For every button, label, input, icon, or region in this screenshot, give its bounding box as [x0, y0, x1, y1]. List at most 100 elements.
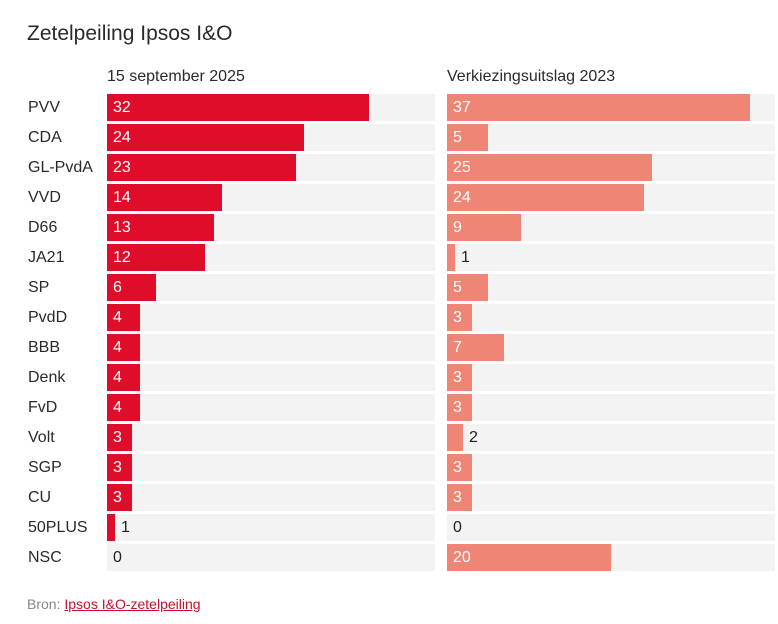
data-label: 0	[113, 549, 122, 566]
source-note: Bron: Ipsos I&O-zetelpeiling	[27, 596, 201, 612]
bar	[447, 124, 488, 151]
bar-track: 3	[447, 364, 775, 391]
category-label: Denk	[28, 369, 66, 386]
data-label: 6	[113, 279, 122, 296]
bar-track: 24	[447, 184, 775, 211]
data-label: 20	[453, 549, 471, 566]
bar-track: 4	[107, 304, 435, 331]
bar	[447, 94, 750, 121]
data-label: 7	[453, 339, 462, 356]
bar-track: 7	[447, 334, 775, 361]
bar-track: 3	[447, 394, 775, 421]
bar-track: 32	[107, 94, 435, 121]
category-label: 50PLUS	[28, 519, 88, 536]
bar	[107, 334, 140, 361]
data-label: 3	[453, 369, 462, 386]
bar-track: 1	[107, 514, 435, 541]
bar-track: 23	[107, 154, 435, 181]
data-label: 4	[113, 339, 122, 356]
bar-track: 3	[447, 454, 775, 481]
bar	[447, 154, 652, 181]
chart-title: Zetelpeiling Ipsos I&O	[27, 22, 233, 45]
data-label: 23	[113, 159, 131, 176]
data-label: 4	[113, 399, 122, 416]
bar	[107, 454, 132, 481]
category-label: CU	[28, 489, 52, 506]
bar	[447, 424, 463, 451]
category-label: SP	[28, 279, 50, 296]
bar-track: 25	[447, 154, 775, 181]
bar-track: 3	[107, 424, 435, 451]
bar-track: 3	[447, 484, 775, 511]
bar-track: 0	[107, 544, 435, 571]
bar	[107, 244, 205, 271]
bar	[447, 274, 488, 301]
data-label: 1	[121, 519, 130, 536]
source-link[interactable]: Ipsos I&O-zetelpeiling	[64, 596, 201, 612]
data-label: 12	[113, 249, 131, 266]
data-label: 3	[453, 489, 462, 506]
data-label: 3	[453, 399, 462, 416]
data-label: 5	[453, 279, 462, 296]
bar	[447, 184, 644, 211]
data-label: 9	[453, 219, 462, 236]
bar-track: 3	[447, 304, 775, 331]
bar-track: 5	[447, 124, 775, 151]
bar	[107, 184, 222, 211]
bar-track: 9	[447, 214, 775, 241]
bar	[447, 304, 472, 331]
data-label: 3	[453, 309, 462, 326]
data-label: 1	[461, 249, 470, 266]
bar-track: 6	[107, 274, 435, 301]
data-label: 24	[453, 189, 471, 206]
category-label: FvD	[28, 399, 58, 416]
bar	[447, 454, 472, 481]
bar	[447, 544, 611, 571]
bar-track: 4	[107, 394, 435, 421]
source-prefix: Bron:	[27, 596, 65, 612]
bar	[447, 484, 472, 511]
data-label: 3	[113, 459, 122, 476]
bar-track: 24	[107, 124, 435, 151]
bar-track: 0	[447, 514, 775, 541]
category-label: JA21	[28, 249, 65, 266]
data-label: 37	[453, 99, 471, 116]
bar	[107, 94, 369, 121]
data-label: 13	[113, 219, 131, 236]
data-label: 4	[113, 309, 122, 326]
data-label: 0	[453, 519, 462, 536]
bar-track: 37	[447, 94, 775, 121]
data-label: 3	[113, 429, 122, 446]
bar-track: 4	[107, 334, 435, 361]
bar	[107, 274, 156, 301]
bar	[107, 424, 132, 451]
bar-track: 12	[107, 244, 435, 271]
bar	[447, 364, 472, 391]
data-label: 32	[113, 99, 131, 116]
bar-track: 5	[447, 274, 775, 301]
bar-track: 1	[447, 244, 775, 271]
category-label: PvdD	[28, 309, 68, 326]
bar	[107, 124, 304, 151]
category-label: VVD	[28, 189, 61, 206]
data-label: 2	[469, 429, 478, 446]
bar	[107, 154, 296, 181]
category-label: NSC	[28, 549, 62, 566]
category-label: D66	[28, 219, 58, 236]
bar	[447, 214, 521, 241]
data-label: 3	[453, 459, 462, 476]
category-label: Volt	[28, 429, 55, 446]
series-header-0: 15 september 2025	[107, 68, 245, 85]
category-label: SGP	[28, 459, 62, 476]
bar-track: 2	[447, 424, 775, 451]
bar	[107, 484, 132, 511]
bar	[107, 364, 140, 391]
series-header-1: Verkiezingsuitslag 2023	[447, 68, 616, 85]
bar	[447, 394, 472, 421]
data-label: 25	[453, 159, 471, 176]
bar-track: 3	[107, 454, 435, 481]
category-label: BBB	[28, 339, 61, 356]
bar-track: 20	[447, 544, 775, 571]
bar-track: 13	[107, 214, 435, 241]
category-label: GL-PvdA	[28, 159, 93, 176]
